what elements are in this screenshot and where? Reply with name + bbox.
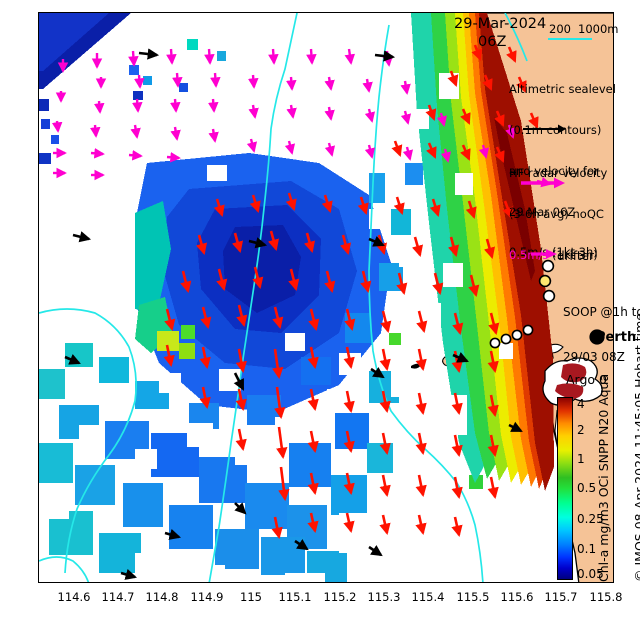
bathymetry-scale-200-label: 200	[549, 22, 571, 36]
colorbar-tick: 0.1	[577, 542, 597, 556]
hf-radar-legend-line-2: (3-6h avg) noQC	[509, 206, 604, 221]
colorbar-tick: 0.5	[577, 481, 597, 495]
colorbar-tick: 1	[577, 452, 585, 466]
hf-radar-legend: HF radar velocity (3-6h avg) noQC 0.5m/s…	[509, 140, 607, 290]
argo-legend-label: Argo 0	[566, 372, 607, 387]
soop-legend-line-1: SOOP @1h to	[563, 305, 640, 319]
altimetric-legend-line-5: 0.5m/s (1kt 3h)	[509, 245, 598, 260]
hf-radar-legend-line-3: 0.5m/s (1kt 3h)	[509, 247, 607, 263]
imos-credit: © IMOS 08-Apr-2024 11:45:05 Hobart time	[632, 313, 640, 582]
drifter-velocity-arrows	[64, 48, 523, 580]
colorbar-title: Chl-a mg/m3 OCi SNPP N20 Aqua	[596, 373, 611, 582]
altimetric-scale-arrow-icon	[523, 124, 566, 134]
xtick: 114.7	[101, 590, 135, 604]
colorbar-tick: 2	[577, 423, 585, 437]
australia-inset-logo	[542, 357, 603, 406]
hf-radar-velocity-arrows	[163, 44, 539, 540]
drifter-legend-label: drifter	[557, 249, 594, 263]
xtick: 115	[240, 590, 262, 604]
chlorophyll-raster	[39, 13, 554, 582]
colorbar-tick: 0.05	[577, 567, 604, 581]
map-time-label: 06Z	[478, 34, 507, 50]
perth-city-marker	[589, 329, 605, 345]
map-canvas	[39, 13, 613, 582]
xtick: 114.6	[57, 590, 91, 604]
drifter-legend-arrow-icon	[531, 249, 557, 259]
colorbar-tick: 0.25	[577, 512, 604, 526]
xtick: 114.8	[145, 590, 179, 604]
xtick: 115.4	[411, 590, 445, 604]
soop-track-markers	[489, 259, 556, 349]
soop-legend-line-2: 29/03 08Z	[563, 350, 625, 364]
xtick: 115.7	[544, 590, 578, 604]
colorbar-tick: 4	[577, 397, 585, 411]
xtick: 115.2	[323, 590, 357, 604]
altimetric-legend: Altimetric sealevel (0.1m contours) and …	[509, 56, 616, 287]
altimetric-legend-line-4: 29 Mar 06Z	[509, 204, 576, 219]
altimetric-legend-line-1: Altimetric sealevel	[509, 82, 616, 97]
xtick: 115.8	[589, 590, 623, 604]
bathymetry-scale-1000-label: 1000m	[578, 22, 619, 36]
altimetric-legend-line-3: and velocity for	[509, 163, 599, 178]
xtick: 115.5	[456, 590, 490, 604]
hf-radar-scale-arrow-icon	[521, 177, 565, 189]
colorbar	[557, 397, 573, 580]
map-date-label: 29-Mar-2024	[454, 16, 547, 32]
xtick: 115.3	[367, 590, 401, 604]
perth-city-label: Perth	[596, 330, 637, 345]
map-plot-area[interactable]	[38, 12, 614, 583]
hf-radar-legend-interval: (1kt 3h)	[548, 247, 598, 262]
altimetric-velocity-arrows	[51, 48, 552, 188]
hf-radar-legend-speed: 0.5m/s	[509, 247, 549, 262]
bathymetry-scale-line	[548, 38, 592, 41]
xtick: 115.6	[500, 590, 534, 604]
xtick: 114.9	[190, 590, 224, 604]
soop-legend-label: SOOP @1h to 29/03 08Z	[563, 275, 640, 395]
hf-radar-legend-line-1: HF radar velocity	[509, 166, 608, 181]
xtick: 115.1	[278, 590, 312, 604]
